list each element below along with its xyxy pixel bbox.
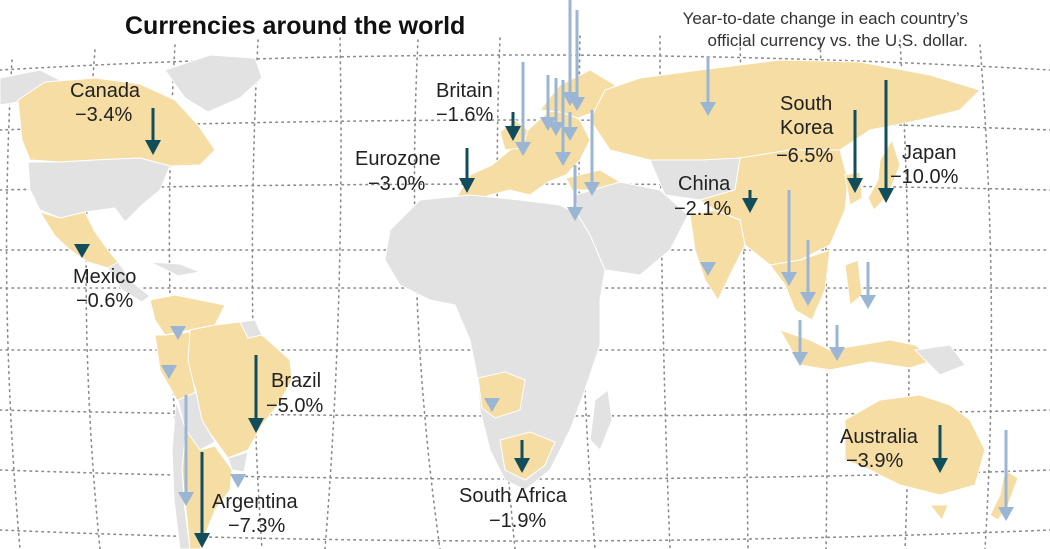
canada-name: Canada [70,80,141,102]
south-africa-value: −1.9% [489,510,546,532]
mexico-value: −0.6% [76,290,133,312]
eurozone-value: −3.0% [368,173,425,195]
eurozone-name: Eurozone [355,148,441,170]
southeast-asia-shape [769,249,831,321]
brazil-name: Brazil [271,370,321,392]
china-shape [698,149,849,266]
australia-name: Australia [840,426,919,448]
china-value: −2.1% [674,198,731,220]
south-korea-name-1: South [780,93,832,115]
new-zealand-shape [989,469,1019,521]
canada-shape [17,77,216,167]
japan-value: −10.0% [890,166,959,188]
canada-value: −3.4% [75,104,132,126]
labeled-arrowheads [74,126,948,548]
india-shape [689,209,746,302]
japan-name: Japan [902,142,957,164]
brazil-value: −5.0% [266,395,323,417]
britain-name: Britain [436,80,493,102]
south-africa-name: South Africa [459,485,568,507]
map-title: Currencies around the world [125,12,465,40]
argentina-value: −7.3% [228,515,285,537]
unlabeled-arrowheads [161,92,1014,521]
argentina-name: Argentina [212,491,298,513]
australia-value: −3.9% [846,450,903,472]
indonesia-shape [778,329,937,371]
subtitle-line1: Year-to-date change in each country’s [683,9,968,28]
unlabeled-arrows [184,0,1008,510]
south-africa-shape [499,431,556,481]
mexico-shape [38,211,119,269]
country-labels: Canada −3.4% Britain −1.6% Eurozone −3.0… [70,80,959,537]
britain-value: −1.6% [436,104,493,126]
usa-shape [27,157,171,223]
south-korea-name-2: Korea [780,117,834,139]
africa-shape [384,194,606,491]
landmasses [0,54,1019,549]
australia-shape [844,394,986,496]
mexico-name: Mexico [73,266,136,288]
subtitle-line2: official currency vs. the U.S. dollar. [708,31,968,50]
japan-shape [867,138,901,211]
south-korea-value: −6.5% [776,145,833,167]
greenland-shape [164,54,263,113]
china-name: China [678,173,731,195]
